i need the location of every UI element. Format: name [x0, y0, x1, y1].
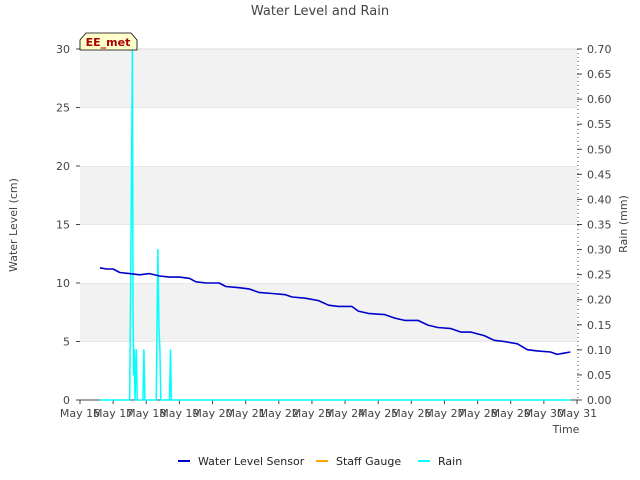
x-tick-label: May 25: [358, 407, 398, 420]
x-tick-label: May 20: [192, 407, 232, 420]
right-tick-label: 0.60: [587, 93, 612, 106]
left-axis-label: Water Level (cm): [7, 178, 20, 272]
right-tick-label: 0.05: [587, 369, 612, 382]
right-tick-label: 0.65: [587, 68, 612, 81]
right-tick-label: 0.45: [587, 168, 612, 181]
grid-band: [80, 166, 577, 225]
left-tick-label: 5: [63, 336, 70, 349]
series-line-rain: [99, 48, 571, 401]
x-tick-label: May 19: [159, 407, 199, 420]
right-tick-label: 0.50: [587, 143, 612, 156]
left-tick-label: 15: [56, 219, 70, 232]
station-label: EE_met: [86, 36, 131, 49]
x-tick-label: May 28: [457, 407, 497, 420]
x-tick-label: May 29: [491, 407, 531, 420]
left-tick-label: 25: [56, 102, 70, 115]
left-tick-label: 10: [56, 277, 70, 290]
legend-label: Staff Gauge: [336, 455, 401, 468]
legend-label: Rain: [438, 455, 462, 468]
right-axis-label: Rain (mm): [617, 195, 630, 253]
left-tick-label: 30: [56, 43, 70, 56]
right-tick-label: 0.10: [587, 344, 612, 357]
x-tick-label: May 21: [226, 407, 266, 420]
right-tick-label: 0.35: [587, 219, 612, 232]
right-tick-label: 0.70: [587, 43, 612, 56]
legend: Water Level Sensor Staff Gauge Rain: [178, 455, 462, 468]
x-tick-label: May 22: [259, 407, 299, 420]
x-tick-label: May 30: [524, 407, 564, 420]
right-tick-label: 0.00: [587, 394, 612, 407]
x-tick-label: May 31: [557, 407, 597, 420]
left-tick-label: 0: [63, 394, 70, 407]
x-tick-label: May 24: [325, 407, 365, 420]
grid-band: [80, 107, 577, 166]
x-tick-label: May 27: [424, 407, 464, 420]
series-line-water-level-sensor: [99, 267, 571, 356]
station-badge: EE_met: [79, 32, 138, 51]
left-tick-label: 20: [56, 160, 70, 173]
x-tick-label: May 17: [93, 407, 133, 420]
right-tick-label: 0.15: [587, 319, 612, 332]
x-tick-label: May 16: [60, 407, 100, 420]
legend-label: Water Level Sensor: [198, 455, 305, 468]
x-tick-label: May 23: [292, 407, 332, 420]
grid-band: [80, 341, 577, 400]
grid-band: [80, 224, 577, 283]
x-axis-label: Time: [552, 423, 580, 436]
grid-band: [80, 49, 577, 108]
right-tick-label: 0.55: [587, 118, 612, 131]
right-tick-label: 0.30: [587, 244, 612, 257]
x-tick-label: May 18: [126, 407, 166, 420]
x-tick-label: May 26: [391, 407, 431, 420]
right-tick-label: 0.20: [587, 294, 612, 307]
chart-title: Water Level and Rain: [251, 4, 389, 19]
grid-band: [80, 283, 577, 342]
right-tick-label: 0.40: [587, 193, 612, 206]
right-tick-label: 0.25: [587, 269, 612, 282]
